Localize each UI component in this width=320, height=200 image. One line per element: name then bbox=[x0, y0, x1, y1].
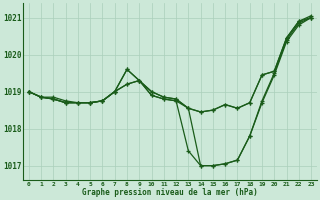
X-axis label: Graphe pression niveau de la mer (hPa): Graphe pression niveau de la mer (hPa) bbox=[82, 188, 258, 197]
